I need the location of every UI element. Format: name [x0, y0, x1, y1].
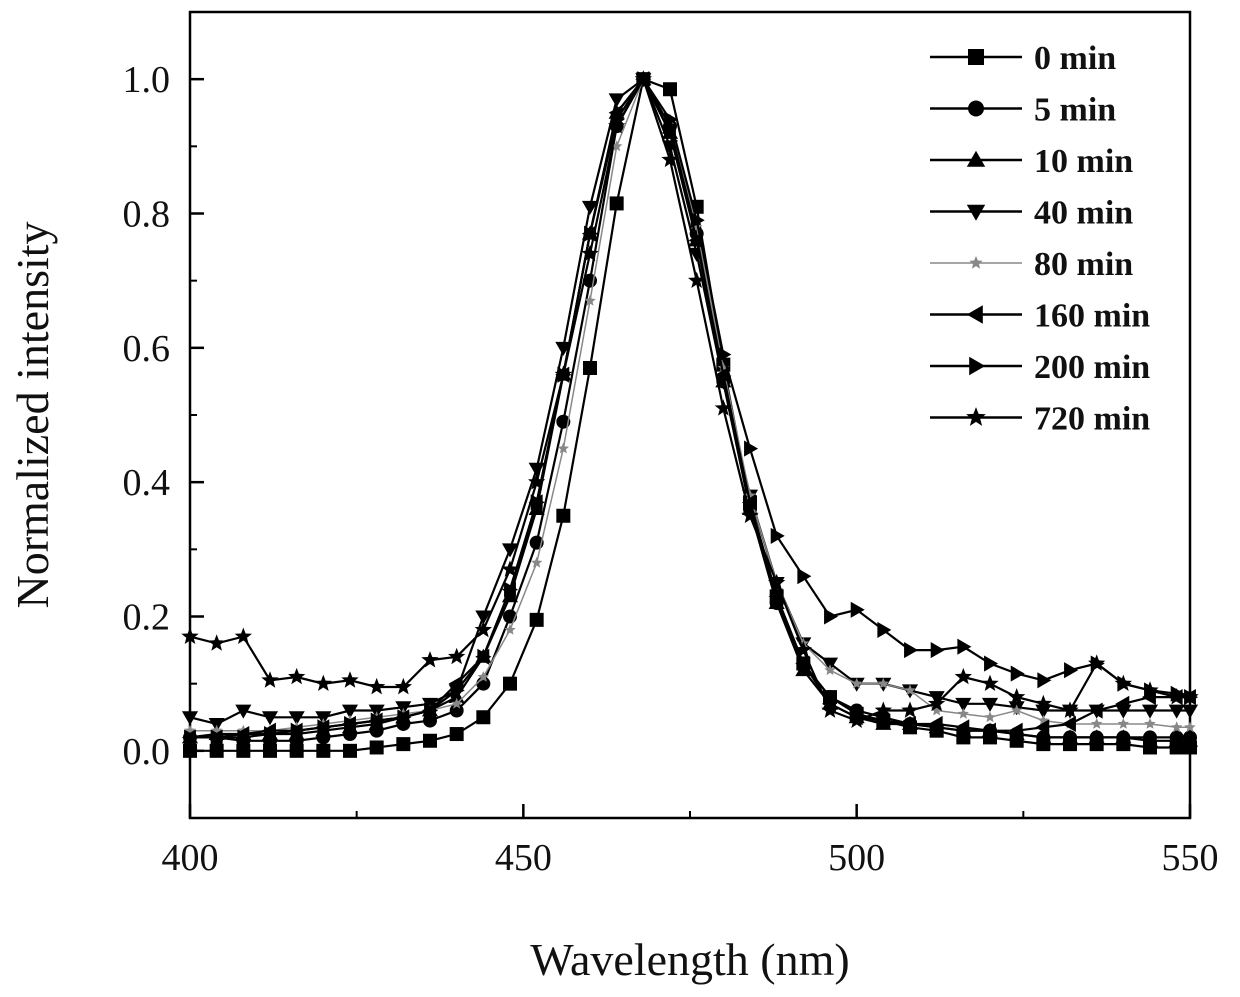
legend-label: 80 min — [1034, 246, 1133, 283]
data-point — [315, 675, 332, 691]
legend-label: 160 min — [1034, 298, 1150, 335]
data-point — [531, 557, 542, 568]
legend-label: 200 min — [1034, 349, 1150, 386]
data-point — [235, 628, 252, 645]
data-point — [771, 528, 785, 544]
legend-label: 720 min — [1034, 401, 1150, 438]
x-tick-label: 450 — [495, 837, 552, 879]
x-tick-label: 550 — [1162, 837, 1219, 879]
data-point — [316, 744, 330, 758]
legend-label: 10 min — [1034, 143, 1133, 180]
data-point — [904, 642, 918, 658]
data-point — [208, 634, 225, 650]
data-point — [288, 668, 305, 684]
data-point — [343, 744, 357, 758]
y-tick-label: 0.8 — [123, 194, 171, 236]
y-tick-label: 0.6 — [123, 328, 171, 370]
data-point — [984, 711, 995, 722]
legend-marker — [969, 357, 985, 375]
data-point — [610, 196, 624, 210]
data-point — [503, 677, 517, 691]
y-tick-label: 0.0 — [123, 731, 171, 773]
y-tick-label: 0.4 — [123, 462, 171, 504]
x-tick-label: 400 — [162, 837, 219, 879]
legend-item: 160 min — [930, 298, 1150, 335]
data-point — [1062, 716, 1076, 732]
legend-marker — [967, 305, 983, 323]
data-point — [368, 678, 385, 695]
data-point — [210, 744, 224, 758]
data-point — [981, 675, 998, 691]
data-point — [423, 734, 437, 748]
legend-item: 200 min — [930, 349, 1150, 386]
spectrum-chart: 400 450 500 550 0.0 0.2 0.4 0.6 0.8 1.0 0 min 5 mi… — [0, 0, 1240, 997]
legend-marker — [968, 101, 984, 117]
data-point — [396, 737, 410, 751]
legend: 0 min 5 min 10 min 40 min 80 min 160 min 200 m… — [930, 40, 1150, 438]
data-point — [1118, 718, 1129, 729]
legend-marker — [969, 256, 982, 269]
data-point — [931, 642, 945, 658]
y-axis-title: Normalized intensity — [7, 221, 58, 608]
data-point — [901, 701, 918, 718]
legend-label: 40 min — [1034, 195, 1133, 232]
legend-label: 5 min — [1034, 92, 1116, 129]
data-point — [984, 655, 998, 671]
data-point — [1091, 718, 1102, 729]
legend-label: 0 min — [1034, 40, 1116, 77]
data-point — [476, 710, 490, 724]
x-tick-label: 500 — [828, 837, 885, 879]
legend-item: 80 min — [930, 246, 1133, 283]
y-tick-label: 1.0 — [123, 59, 171, 101]
data-point — [824, 608, 838, 624]
legend-item: 40 min — [930, 195, 1133, 232]
data-point — [1064, 662, 1078, 678]
data-point — [1144, 718, 1155, 729]
data-point — [1115, 675, 1132, 691]
legend-item: 0 min — [930, 40, 1116, 77]
x-axis-title: Wavelength (nm) — [530, 934, 849, 985]
legend-item: 10 min — [930, 143, 1133, 180]
y-tick-label: 0.2 — [123, 597, 171, 639]
data-point — [556, 509, 570, 523]
data-point — [530, 613, 544, 627]
data-point — [663, 82, 677, 96]
data-point — [261, 671, 278, 688]
data-point — [797, 568, 811, 584]
data-point — [1037, 672, 1051, 688]
data-point — [1011, 666, 1025, 682]
data-point — [370, 740, 384, 754]
legend-marker — [966, 407, 986, 426]
data-point — [958, 708, 969, 719]
legend-item: 720 min — [930, 401, 1150, 438]
data-point — [341, 671, 358, 688]
legend-marker — [968, 49, 984, 65]
data-point — [583, 361, 597, 375]
data-point — [450, 727, 464, 741]
data-point — [957, 639, 971, 655]
legend-item: 5 min — [930, 92, 1116, 129]
data-point — [1168, 688, 1185, 705]
